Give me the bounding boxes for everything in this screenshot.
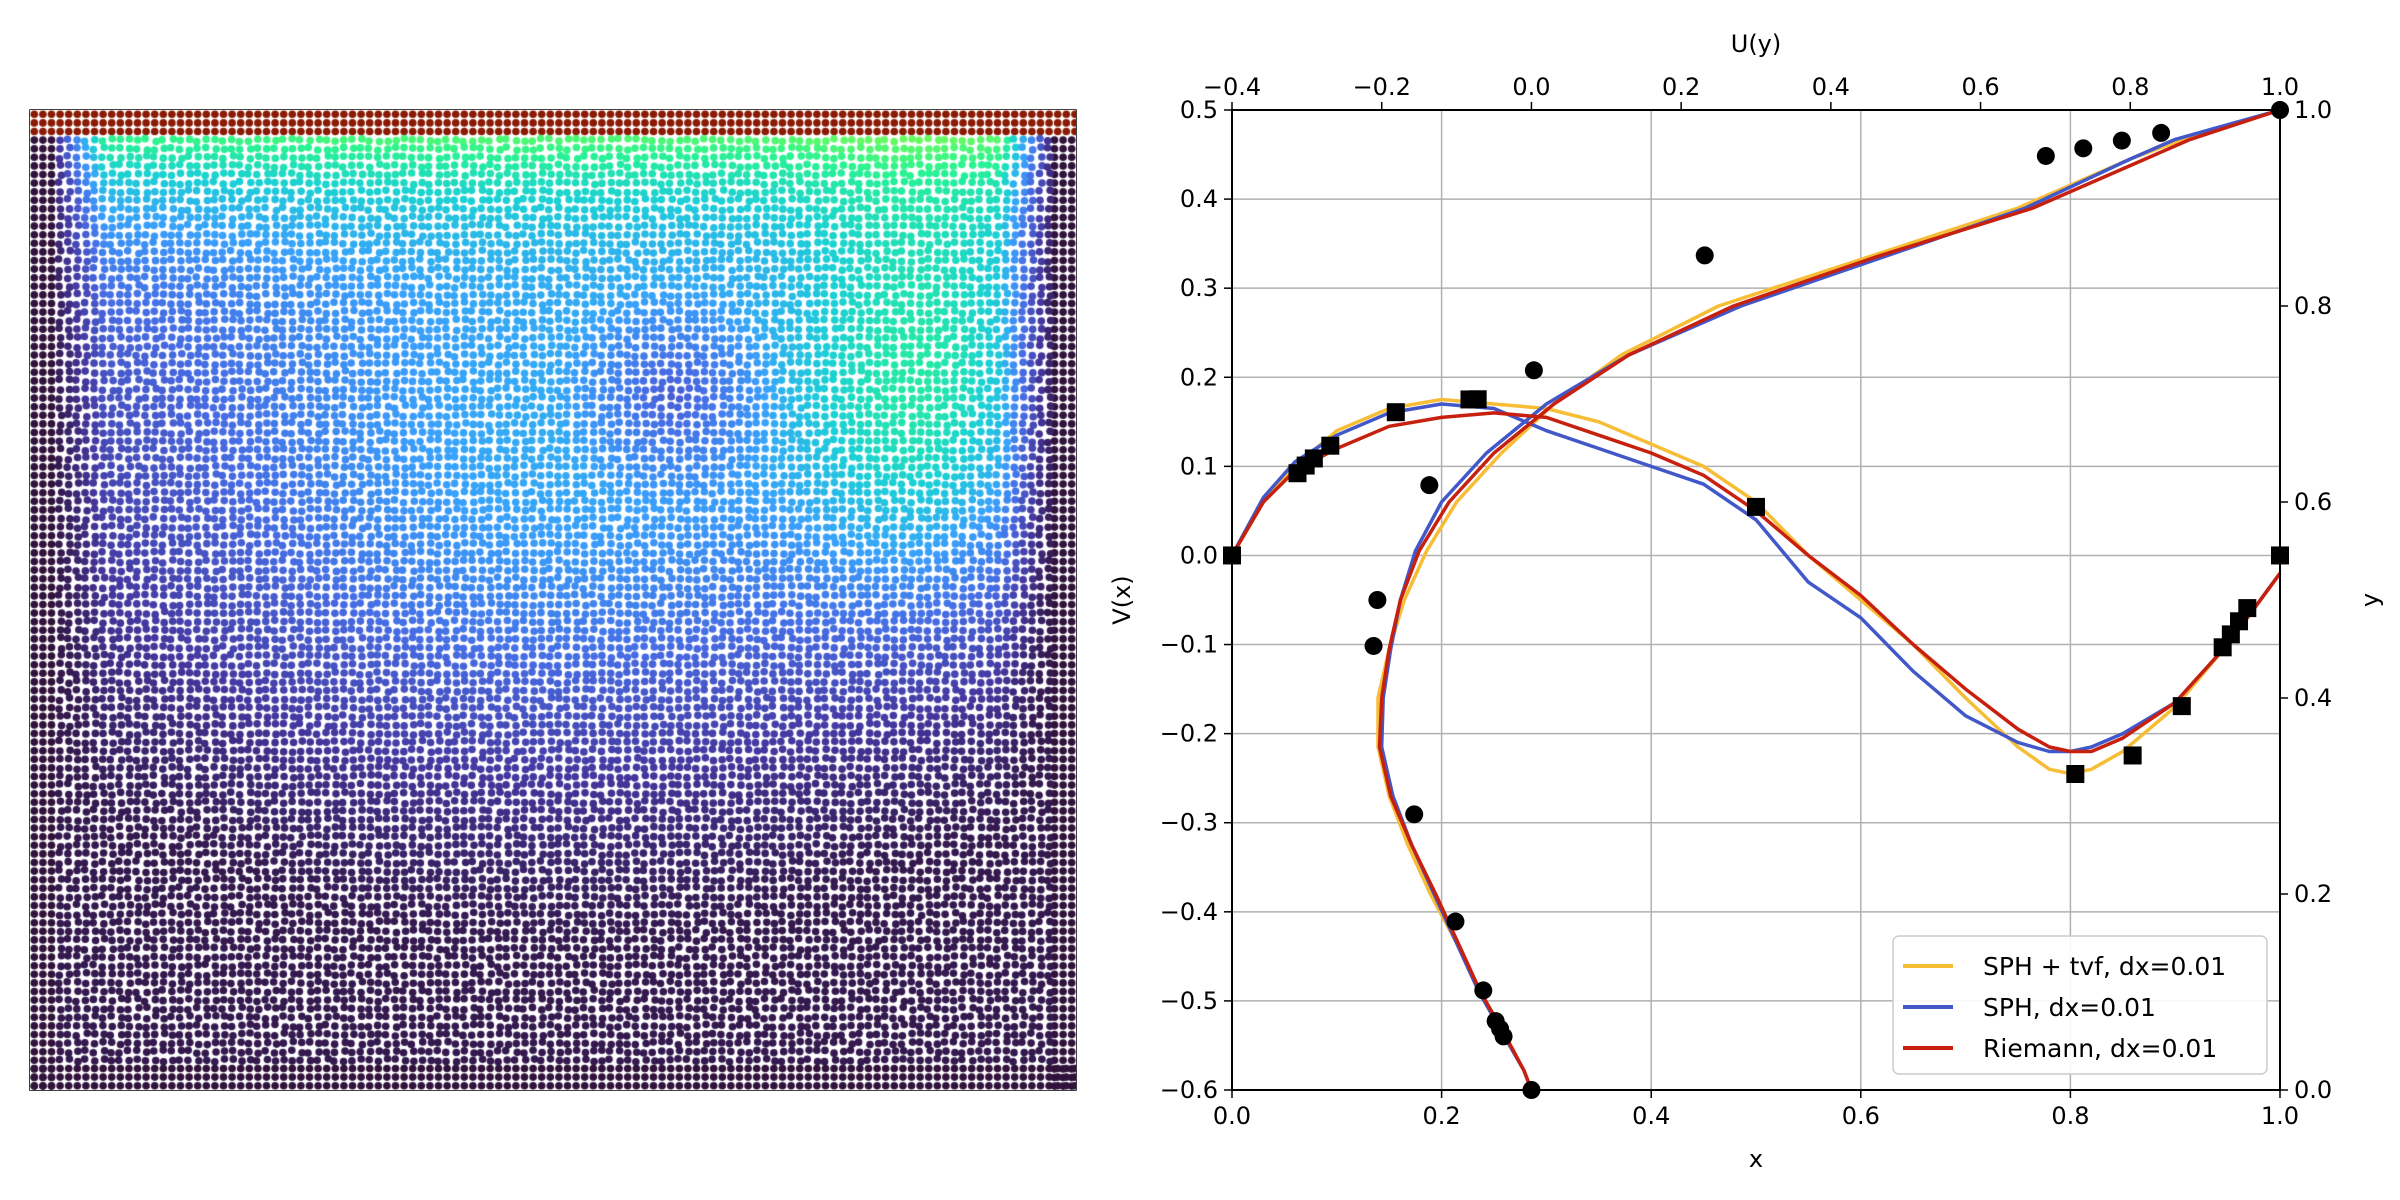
particle-velocity-field <box>30 110 1076 1090</box>
v-profile-line-0 <box>1230 397 2282 776</box>
y2-tick-label: 0.0 <box>2294 1076 2332 1104</box>
y-axis-title: V(x) <box>1108 575 1136 624</box>
reference-v-marker <box>1321 436 1340 455</box>
y-tick-label: −0.3 <box>1160 809 1218 837</box>
reference-u-marker <box>1474 981 1493 1000</box>
y-tick-label: −0.5 <box>1160 987 1218 1015</box>
v-profile-line-2 <box>1230 411 2282 754</box>
y-tick-label: −0.1 <box>1160 631 1218 659</box>
legend-label-tvf: SPH + tvf, dx=0.01 <box>1983 952 2226 981</box>
y-tick-label: −0.6 <box>1160 1076 1218 1104</box>
x-tick-label: 0.2 <box>1423 1102 1461 1130</box>
y2-tick-label: 0.6 <box>2294 488 2332 516</box>
y-tick-label: −0.4 <box>1160 898 1218 926</box>
x-axis-title: x <box>1749 1145 1763 1173</box>
x2-axis-title: U(y) <box>1731 30 1782 58</box>
y-tick-label: 0.2 <box>1180 363 1218 391</box>
profile-chart: 0.0 0.2 0.4 0.6 0.8 1.0 −0.4 −0.2 0.0 0.2 0.4 0.6 0.… <box>1108 30 2384 1173</box>
legend: SPH + tvf, dx=0.01 SPH, dx=0.01 Riemann,… <box>1892 935 2268 1075</box>
x2-tick-label: −0.2 <box>1353 73 1411 101</box>
x2-tick-label: 0.8 <box>2111 73 2149 101</box>
y-tick-label: 0.1 <box>1180 452 1218 480</box>
x2-tick-label: 0.0 <box>1512 73 1550 101</box>
reference-u-marker <box>1446 912 1465 931</box>
x-tick-label: 0.4 <box>1632 1102 1670 1130</box>
reference-u-marker <box>1486 1012 1505 1031</box>
reference-u-marker <box>2152 123 2171 142</box>
grid <box>1231 109 2281 1091</box>
x-tick-label: 1.0 <box>2261 1102 2299 1130</box>
x-tick-label: 0.6 <box>1842 1102 1880 1130</box>
reference-v-marker <box>2172 697 2191 716</box>
v-profile-line-1 <box>1230 402 2282 754</box>
reference-u-marker <box>2074 139 2093 158</box>
series-layer <box>1230 108 2282 1091</box>
reference-v-marker <box>1468 390 1487 409</box>
legend-box <box>1892 935 2268 1075</box>
legend-label-riemann: Riemann, dx=0.01 <box>1983 1034 2217 1063</box>
reference-v-marker <box>2123 746 2142 765</box>
y-tick-label: 0.3 <box>1180 274 1218 302</box>
x-tick-label: 0.8 <box>2051 1102 2089 1130</box>
reference-u-marker <box>2036 146 2055 165</box>
y2-tick-label: 0.2 <box>2294 880 2332 908</box>
reference-u-marker <box>2112 131 2131 150</box>
ticks: 0.0 0.2 0.4 0.6 0.8 1.0 −0.4 −0.2 0.0 0.2 0.4 0.6 0.… <box>1160 73 2332 1130</box>
reference-v-marker <box>2066 764 2085 783</box>
y2-tick-label: 1.0 <box>2294 96 2332 124</box>
x2-tick-label: 1.0 <box>2261 73 2299 101</box>
x2-tick-label: 0.4 <box>1812 73 1850 101</box>
x-tick-label: 0.0 <box>1213 1102 1251 1130</box>
x2-tick-label: −0.4 <box>1203 73 1261 101</box>
reference-v-marker <box>1747 497 1765 516</box>
reference-markers <box>1223 101 2289 1099</box>
reference-u-marker <box>1695 246 1714 265</box>
x2-tick-label: 0.2 <box>1662 73 1700 101</box>
u-profile-line-2 <box>1377 108 2281 1091</box>
reference-u-marker <box>1405 805 1424 824</box>
y2-tick-label: 0.8 <box>2294 292 2332 320</box>
y2-tick-label: 0.4 <box>2294 684 2332 712</box>
y-tick-label: 0.5 <box>1180 96 1218 124</box>
y2-axis-title: y <box>2356 593 2384 607</box>
x2-tick-label: 0.6 <box>1961 73 1999 101</box>
plot-frame <box>1231 109 2281 1091</box>
reference-u-marker <box>1524 361 1543 380</box>
y-tick-label: 0.4 <box>1180 185 1218 213</box>
reference-v-marker <box>1304 449 1323 468</box>
reference-v-marker <box>1386 403 1405 422</box>
reference-u-marker <box>1368 591 1387 609</box>
y-tick-label: −0.2 <box>1160 720 1218 748</box>
reference-v-marker <box>2238 599 2257 618</box>
y-tick-label: 0.0 <box>1180 541 1218 569</box>
reference-u-marker <box>1420 476 1439 495</box>
reference-u-marker <box>1364 636 1383 655</box>
legend-label-sph: SPH, dx=0.01 <box>1983 993 2156 1022</box>
